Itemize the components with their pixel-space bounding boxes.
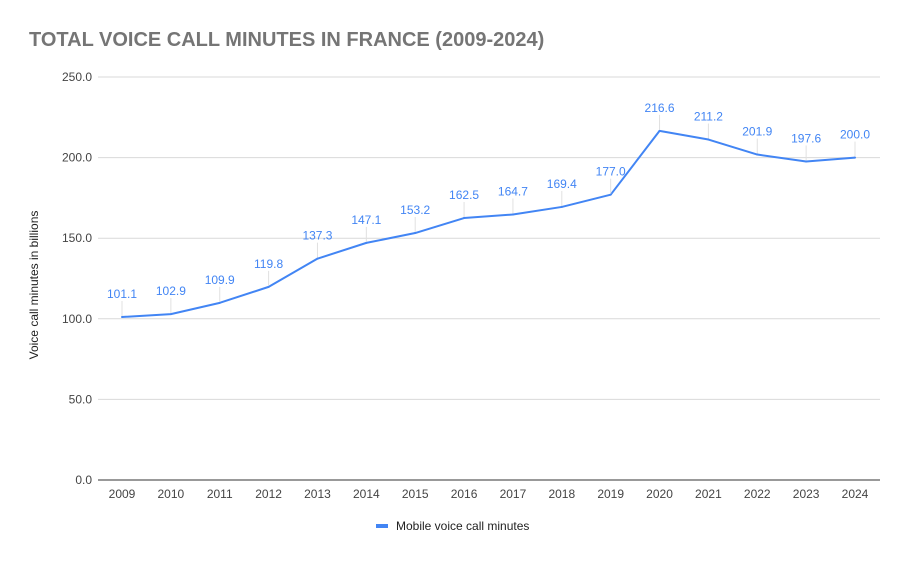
x-tick-label: 2017 (500, 487, 527, 501)
x-tick-label: 2022 (744, 487, 771, 501)
data-label: 109.9 (205, 273, 235, 287)
x-tick-label: 2020 (646, 487, 673, 501)
data-label: 147.1 (351, 213, 381, 227)
data-label: 153.2 (400, 203, 430, 217)
chart-title: TOTAL VOICE CALL MINUTES IN FRANCE (2009… (29, 29, 545, 51)
x-tick-label: 2019 (597, 487, 624, 501)
x-tick-label: 2013 (304, 487, 331, 501)
data-label: 211.2 (694, 110, 723, 124)
data-label: 119.8 (254, 257, 283, 271)
data-label: 216.6 (645, 101, 675, 115)
data-point (511, 213, 514, 216)
data-point (414, 232, 417, 235)
data-label: 137.3 (302, 229, 332, 243)
x-tick-label: 2018 (548, 487, 575, 501)
x-tick-label: 2010 (158, 487, 185, 501)
data-point (707, 138, 710, 141)
x-tick-label: 2015 (402, 487, 429, 501)
data-point (169, 313, 172, 316)
legend-swatch (376, 524, 388, 528)
y-tick-label: 150.0 (62, 231, 92, 245)
x-tick-label: 2012 (255, 487, 282, 501)
data-label: 197.6 (791, 131, 821, 145)
y-tick-label: 250.0 (62, 70, 92, 84)
data-point (316, 257, 319, 260)
x-tick-label: 2023 (793, 487, 820, 501)
data-label: 164.7 (498, 185, 528, 199)
data-label: 162.5 (449, 188, 479, 202)
legend: Mobile voice call minutes (376, 519, 529, 533)
data-label: 102.9 (156, 284, 186, 298)
y-tick-label: 100.0 (62, 312, 92, 326)
data-label: 169.4 (547, 177, 577, 191)
x-tick-label: 2021 (695, 487, 722, 501)
data-point (658, 129, 661, 132)
data-point (854, 156, 856, 159)
y-tick-label: 200.0 (62, 151, 92, 165)
x-tick-label: 2011 (207, 487, 233, 501)
y-tick-label: 0.0 (75, 473, 92, 487)
y-tick-label: 50.0 (69, 392, 93, 406)
x-tick-label: 2024 (842, 487, 869, 501)
legend-label: Mobile voice call minutes (396, 519, 530, 533)
data-label: 200.0 (840, 128, 870, 142)
x-tick-label: 2014 (353, 487, 380, 501)
data-point (560, 205, 563, 208)
data-point (756, 153, 759, 156)
x-tick-label: 2009 (109, 487, 136, 501)
data-label: 177.0 (596, 165, 626, 179)
data-point (463, 217, 466, 220)
x-tick-label: 2016 (451, 487, 478, 501)
data-point (267, 285, 270, 288)
data-point (218, 301, 221, 304)
series-line (121, 129, 856, 319)
data-point (805, 160, 808, 163)
data-point (121, 316, 123, 319)
data-point (609, 193, 612, 196)
data-point (365, 241, 368, 244)
data-label: 101.1 (107, 287, 137, 301)
data-label: 201.9 (742, 125, 772, 139)
